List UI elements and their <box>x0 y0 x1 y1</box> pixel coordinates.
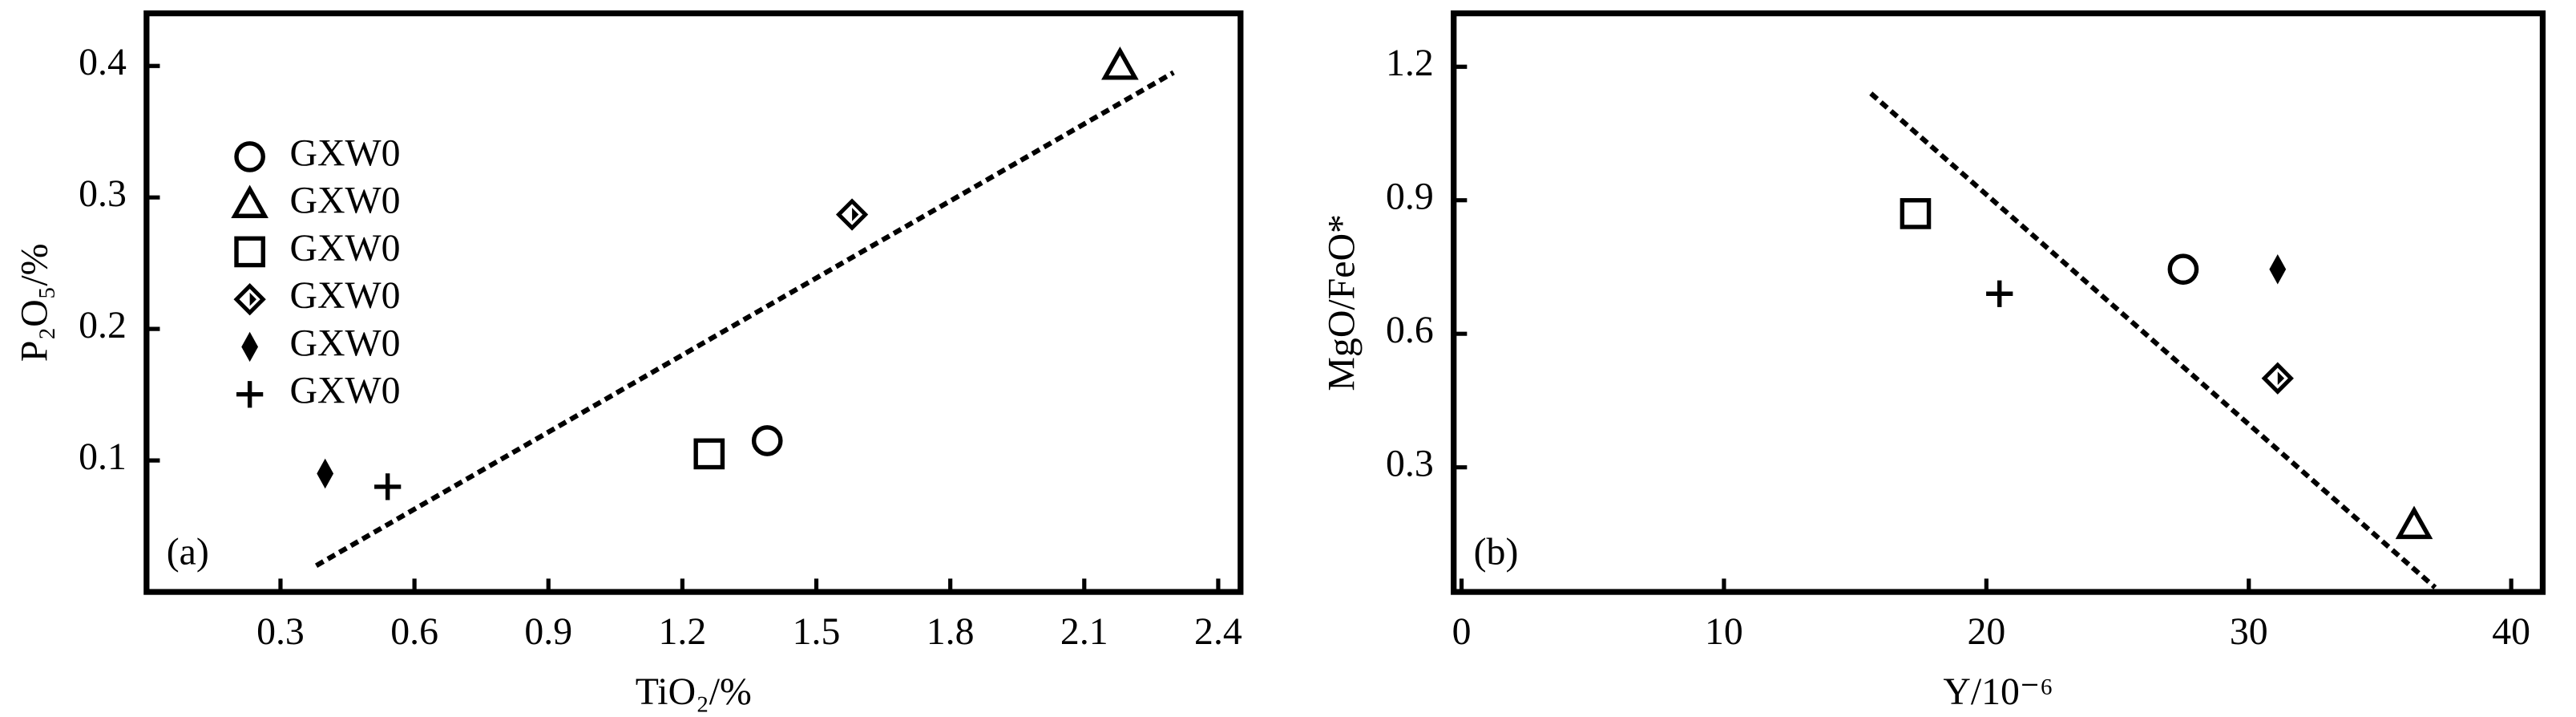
x-tick-label: 0.9 <box>524 610 572 653</box>
legend-label: GXW0 <box>289 322 400 364</box>
x-axis-label: TiO₂/% <box>636 670 752 713</box>
x-tick-label: 40 <box>2492 610 2530 653</box>
y-axis-label: P₂O₅/% <box>14 244 56 363</box>
trend-line <box>314 70 1175 568</box>
point <box>2261 362 2294 395</box>
y-tick-label: 0.9 <box>1386 176 1434 218</box>
marker-inner <box>852 208 859 221</box>
point <box>2269 254 2287 285</box>
legend-marker <box>233 283 266 316</box>
x-axis-label: Y/10⁻⁶ <box>1943 670 2053 713</box>
x-tick-label: 0.3 <box>256 610 305 653</box>
marker-outline <box>2261 362 2294 395</box>
y-tick-label: 0.3 <box>1386 443 1434 485</box>
y-tick-label: 0.2 <box>79 304 127 346</box>
legend-label: GXW0 <box>289 274 400 317</box>
point <box>2167 253 2199 286</box>
panel-label: (b) <box>1474 530 1519 573</box>
trend-line <box>1869 91 2437 589</box>
marker-inner <box>249 292 256 306</box>
marker-outline <box>233 283 266 316</box>
marker-outline <box>835 198 869 231</box>
y-tick-label: 0.1 <box>79 435 127 478</box>
x-tick-label: 30 <box>2230 610 2268 653</box>
y-axis-label: MgO/FeO* <box>1321 214 1363 391</box>
legend-marker <box>234 141 265 172</box>
point <box>751 425 783 456</box>
y-tick-label: 0.3 <box>79 172 127 215</box>
y-tick-label: 0.4 <box>79 41 127 83</box>
point <box>374 473 402 500</box>
x-tick-label: 0.6 <box>390 610 438 653</box>
point <box>835 198 869 231</box>
point <box>317 458 334 489</box>
point <box>693 438 725 470</box>
legend-label: GXW0 <box>289 132 400 174</box>
point <box>2395 505 2433 540</box>
point <box>1900 198 1932 229</box>
x-tick-label: 1.5 <box>793 610 841 653</box>
x-tick-label: 0 <box>1452 610 1472 653</box>
legend-marker <box>241 331 259 363</box>
y-tick-label: 0.6 <box>1386 309 1434 351</box>
x-tick-label: 1.2 <box>659 610 707 653</box>
x-tick-label: 10 <box>1705 610 1743 653</box>
x-tick-label: 1.8 <box>927 610 975 653</box>
point <box>1101 46 1139 80</box>
x-tick-label: 20 <box>1967 610 2005 653</box>
panel-label: (a) <box>167 530 209 573</box>
y-tick-label: 1.2 <box>1386 42 1434 84</box>
plot-frame <box>1451 10 2546 595</box>
plot-frame <box>143 10 1244 595</box>
legend-marker <box>231 184 269 218</box>
x-tick-label: 2.1 <box>1060 610 1108 653</box>
legend-marker <box>236 381 264 408</box>
x-tick-label: 2.4 <box>1194 610 1242 653</box>
legend-label: GXW0 <box>289 370 400 412</box>
legend-label: GXW0 <box>289 180 400 222</box>
legend-marker <box>234 236 265 268</box>
legend-label: GXW0 <box>289 227 400 269</box>
point <box>1986 280 2013 307</box>
marker-inner <box>2277 371 2285 386</box>
